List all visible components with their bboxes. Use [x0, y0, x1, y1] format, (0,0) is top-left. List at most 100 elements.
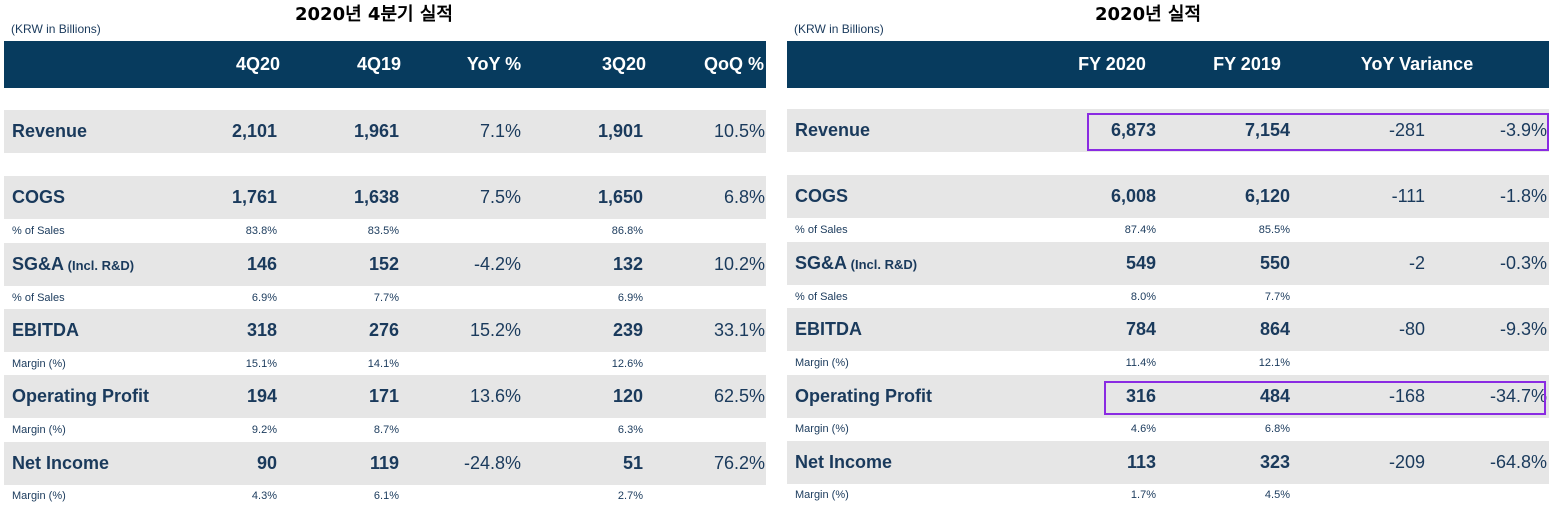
cell: 6,008: [1110, 186, 1156, 206]
sga-sub-row: % of Sales 6.9% 7.7% 6.9%: [4, 287, 766, 309]
header-fy2019: FY 2019: [1213, 54, 1281, 74]
cell: 15.2%: [469, 320, 521, 340]
cell: 4.3%: [251, 490, 277, 502]
cell: 316: [1125, 386, 1156, 406]
operating-profit-highlight-box: [1104, 381, 1546, 415]
cell: 549: [1125, 253, 1156, 273]
revenue-row: Revenue 2,101 1,961 7.1% 1,901 10.5%: [4, 110, 766, 153]
cell: 550: [1259, 253, 1290, 273]
cell: 76.2%: [713, 453, 765, 473]
header-yoy: YoY %: [466, 54, 522, 74]
sga-row: SG&A (Incl. R&D) 549 550 -2 -0.3%: [787, 242, 1549, 285]
cell: 7.7%: [373, 292, 399, 304]
cogs-row: COGS 1,761 1,638 7.5% 1,650 6.8%: [4, 176, 766, 219]
cell: 9.2%: [251, 424, 277, 436]
row-label: Net Income: [12, 453, 110, 473]
row-label: COGS: [12, 187, 66, 207]
cell: 6,120: [1244, 186, 1290, 206]
cell: 6.8%: [1264, 423, 1290, 435]
cell: 120: [612, 386, 643, 406]
row-label: Margin (%): [795, 423, 849, 435]
cell: 276: [368, 320, 399, 340]
cell: 8.7%: [373, 424, 399, 436]
cell: 51: [622, 453, 643, 473]
cell: 113: [1126, 452, 1156, 472]
cell: -209: [1388, 452, 1425, 472]
sga-label-small: (Incl. R&D): [64, 258, 135, 273]
row-label: Margin (%): [795, 489, 849, 501]
cell: -111: [1391, 186, 1425, 206]
cogs-sub-row: % of Sales 83.8% 83.5% 86.8%: [4, 220, 766, 242]
row-label: Margin (%): [12, 490, 66, 502]
cell: 6,873: [1110, 120, 1156, 140]
cell: 4.5%: [1264, 489, 1290, 501]
row-label: SG&A (Incl. R&D): [12, 243, 134, 287]
header-qoq: QoQ %: [703, 54, 764, 74]
cell: 1,901: [597, 121, 643, 141]
header-3q20: 3Q20: [601, 54, 647, 74]
cell: 85.5%: [1258, 224, 1290, 236]
ni-sub-row: Margin (%) 1.7% 4.5%: [787, 484, 1549, 506]
row-label: Operating Profit: [12, 386, 150, 406]
cell: -64.8%: [1489, 452, 1547, 472]
row-label: Revenue: [12, 121, 88, 141]
cell: 7,154: [1244, 120, 1290, 140]
row-label: Revenue: [795, 120, 871, 140]
cell: 7.5%: [479, 187, 521, 207]
row-label: COGS: [795, 186, 849, 206]
cell: 83.8%: [245, 225, 277, 237]
cell: 86.8%: [611, 225, 643, 237]
cell: -4.2%: [473, 254, 521, 274]
row-label: EBITDA: [12, 320, 79, 340]
cell: 6.1%: [373, 490, 399, 502]
panel-title: 2020년 4분기 실적: [295, 4, 453, 25]
cell: -281: [1388, 120, 1425, 140]
revenue-highlight-box: [1087, 113, 1549, 151]
cell: 90: [256, 453, 277, 473]
cell: 152: [368, 254, 399, 274]
row-label: % of Sales: [795, 224, 848, 236]
op-sub-row: Margin (%) 4.6% 6.8%: [787, 418, 1549, 440]
cell: 83.5%: [367, 225, 399, 237]
cell: 1,650: [597, 187, 643, 207]
cell: 14.1%: [367, 358, 399, 370]
cell: 119: [369, 453, 399, 473]
cell: 6.9%: [617, 292, 643, 304]
cell: 10.2%: [713, 254, 765, 274]
cell: 146: [246, 254, 277, 274]
row-label: SG&A (Incl. R&D): [795, 242, 917, 286]
cell: 318: [246, 320, 277, 340]
net-income-row: Net Income 90 119 -24.8% 51 76.2%: [4, 442, 766, 485]
cell: 12.6%: [611, 358, 643, 370]
cell: 239: [612, 320, 643, 340]
cogs-sub-row: % of Sales 87.4% 85.5%: [787, 219, 1549, 241]
cell: -2: [1408, 253, 1425, 273]
cell: 1,761: [231, 187, 277, 207]
operating-profit-row: Operating Profit 194 171 13.6% 120 62.5%: [4, 375, 766, 418]
row-label: % of Sales: [12, 225, 65, 237]
cell: -3.9%: [1499, 120, 1547, 140]
row-label: Margin (%): [12, 424, 66, 436]
row-label: Operating Profit: [795, 386, 933, 406]
cell: 13.6%: [469, 386, 521, 406]
unit-label: (KRW in Billions): [794, 22, 884, 36]
table-header: 4Q20 4Q19 YoY % 3Q20 QoQ %: [4, 41, 766, 88]
panel-title: 2020년 실적: [1095, 4, 1202, 25]
ni-sub-row: Margin (%) 4.3% 6.1% 2.7%: [4, 485, 766, 507]
cell: 784: [1125, 319, 1156, 339]
row-label: Margin (%): [12, 358, 66, 370]
row-label: % of Sales: [12, 292, 65, 304]
sga-row: SG&A (Incl. R&D) 146 152 -4.2% 132 10.2%: [4, 243, 766, 286]
cell: 194: [246, 386, 277, 406]
cell: 4.6%: [1130, 423, 1156, 435]
row-label: Margin (%): [795, 357, 849, 369]
cell: 171: [368, 386, 399, 406]
cell: 11.4%: [1125, 357, 1156, 369]
unit-label: (KRW in Billions): [11, 22, 101, 36]
cell: 2,101: [231, 121, 277, 141]
cell: -168: [1388, 386, 1425, 406]
ebitda-sub-row: Margin (%) 11.4% 12.1%: [787, 352, 1549, 374]
cell: 6.9%: [251, 292, 277, 304]
cell: 484: [1259, 386, 1290, 406]
header-4q20: 4Q20: [235, 54, 281, 74]
